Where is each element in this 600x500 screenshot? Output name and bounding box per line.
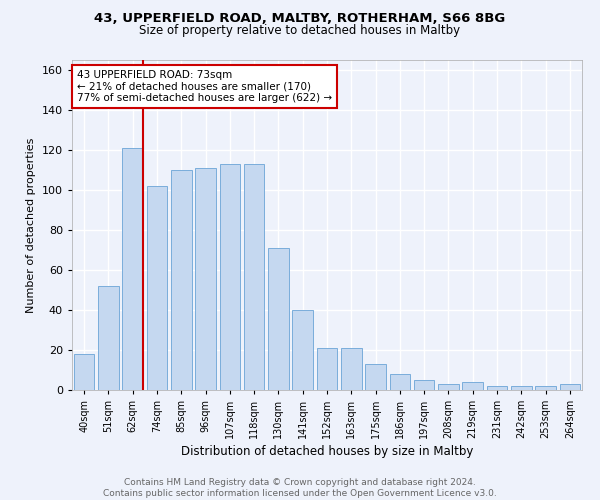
Y-axis label: Number of detached properties: Number of detached properties xyxy=(26,138,36,312)
Bar xyxy=(244,164,265,390)
Bar xyxy=(365,364,386,390)
Bar xyxy=(317,348,337,390)
Bar xyxy=(341,348,362,390)
Bar xyxy=(511,386,532,390)
Bar xyxy=(220,164,240,390)
Bar xyxy=(487,386,508,390)
Bar xyxy=(535,386,556,390)
Bar xyxy=(560,384,580,390)
Text: Size of property relative to detached houses in Maltby: Size of property relative to detached ho… xyxy=(139,24,461,37)
Bar xyxy=(292,310,313,390)
X-axis label: Distribution of detached houses by size in Maltby: Distribution of detached houses by size … xyxy=(181,446,473,458)
Bar xyxy=(268,248,289,390)
Bar xyxy=(463,382,483,390)
Bar xyxy=(389,374,410,390)
Bar xyxy=(438,384,459,390)
Bar xyxy=(74,354,94,390)
Bar xyxy=(98,286,119,390)
Text: 43 UPPERFIELD ROAD: 73sqm
← 21% of detached houses are smaller (170)
77% of semi: 43 UPPERFIELD ROAD: 73sqm ← 21% of detac… xyxy=(77,70,332,103)
Bar xyxy=(146,186,167,390)
Text: Contains HM Land Registry data © Crown copyright and database right 2024.
Contai: Contains HM Land Registry data © Crown c… xyxy=(103,478,497,498)
Bar xyxy=(195,168,216,390)
Bar xyxy=(171,170,191,390)
Bar xyxy=(122,148,143,390)
Text: 43, UPPERFIELD ROAD, MALTBY, ROTHERHAM, S66 8BG: 43, UPPERFIELD ROAD, MALTBY, ROTHERHAM, … xyxy=(94,12,506,26)
Bar xyxy=(414,380,434,390)
